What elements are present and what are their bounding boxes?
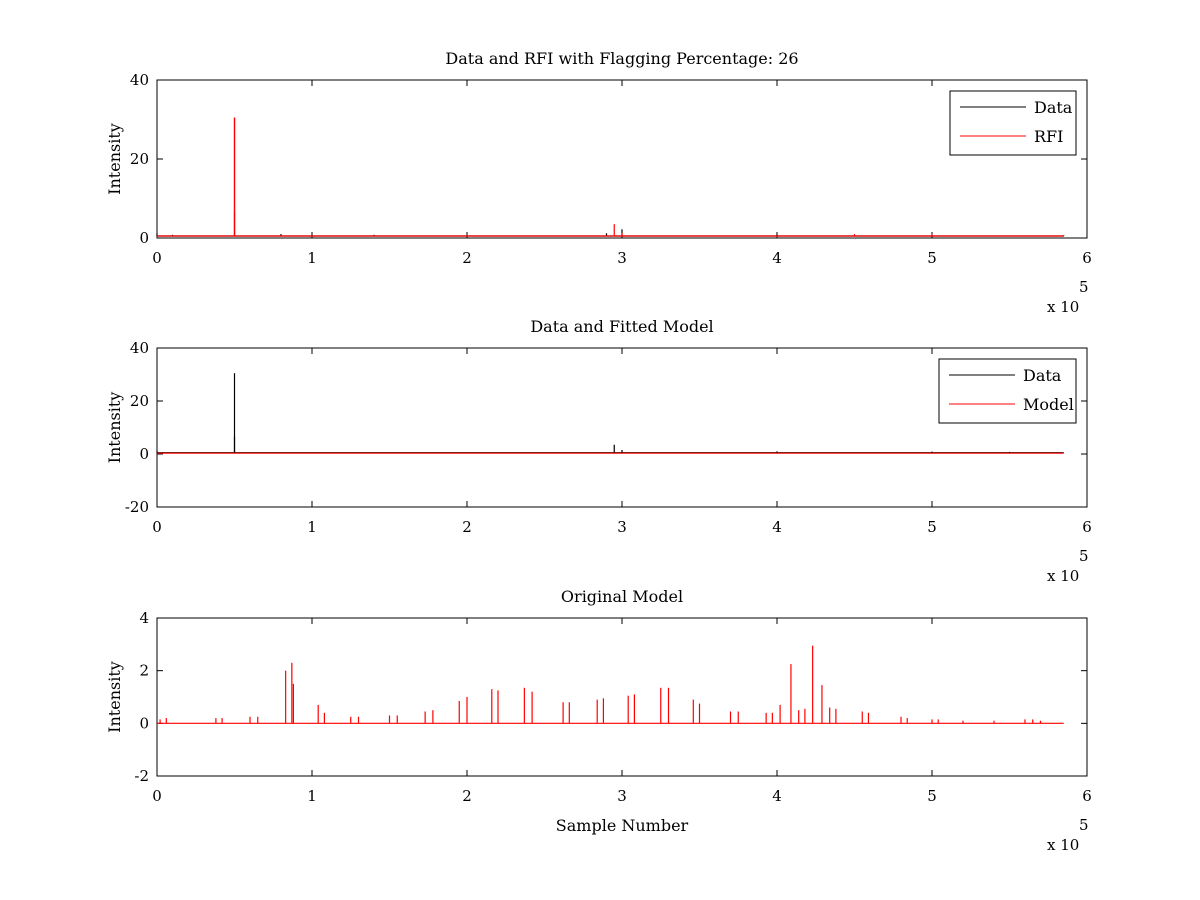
y-tick-label: -20 — [125, 498, 149, 516]
x-tick-label: 3 — [617, 249, 627, 267]
legend: Data RFI — [949, 90, 1077, 156]
y-tick-label: 2 — [139, 662, 149, 680]
series-model — [157, 645, 1064, 724]
series-rfi — [157, 117, 1064, 237]
legend-entry: Data — [1034, 98, 1073, 117]
x-tick-label: 1 — [307, 518, 317, 536]
x-tick-label: 1 — [307, 787, 317, 805]
y-axis-label: Intensity — [105, 123, 124, 195]
x-multiplier: x 10 — [1047, 298, 1079, 316]
chart-3: Original Model Intensity Sample Number 0 1 2 3… — [105, 587, 1092, 854]
legend-box — [938, 358, 1077, 424]
legend-entry: Model — [1023, 395, 1074, 414]
y-tick-label: 0 — [139, 229, 149, 247]
plot-area — [156, 79, 1088, 239]
x-tick-label: 0 — [152, 249, 162, 267]
chart-title: Data and RFI with Flagging Percentage: 2… — [445, 49, 798, 68]
x-tick-label: 2 — [462, 787, 472, 805]
x-tick-label: 2 — [462, 249, 472, 267]
x-multiplier-exponent: 5 — [1079, 547, 1089, 565]
y-tick-label: 0 — [139, 714, 149, 732]
x-tick-label: 5 — [927, 249, 937, 267]
x-multiplier: x 10 — [1047, 836, 1079, 854]
y-tick-label: 40 — [130, 71, 149, 89]
x-tick-label: 5 — [927, 787, 937, 805]
x-multiplier: x 10 — [1047, 567, 1079, 585]
x-multiplier-exponent: 5 — [1079, 278, 1089, 296]
y-tick-label: 0 — [139, 445, 149, 463]
chart-2: Data and Fitted Model Intensity 0 1 2 3 4 5 6 -20… — [105, 317, 1092, 585]
chart-1: Data and RFI with Flagging Percentage: 2… — [105, 49, 1092, 316]
x-tick-label: 6 — [1082, 787, 1092, 805]
y-tick-label: -2 — [134, 767, 149, 785]
x-axis-label: Sample Number — [556, 816, 689, 835]
x-tick-label: 5 — [927, 518, 937, 536]
x-multiplier-exponent: 5 — [1079, 816, 1089, 834]
y-axis-label: Intensity — [105, 661, 124, 733]
legend: Data Model — [938, 358, 1077, 424]
legend-box — [949, 90, 1077, 156]
y-tick-label: 4 — [139, 609, 149, 627]
x-tick-label: 4 — [772, 787, 782, 805]
y-tick-label: 40 — [130, 339, 149, 357]
y-tick-label: 20 — [130, 150, 149, 168]
x-tick-label: 2 — [462, 518, 472, 536]
plot-area — [156, 617, 1088, 777]
x-tick-label: 3 — [617, 787, 627, 805]
x-tick-label: 4 — [772, 518, 782, 536]
chart-title: Original Model — [561, 587, 683, 606]
x-tick-label: 1 — [307, 249, 317, 267]
x-tick-label: 6 — [1082, 518, 1092, 536]
x-tick-label: 0 — [152, 518, 162, 536]
x-tick-label: 6 — [1082, 249, 1092, 267]
y-tick-label: 20 — [130, 392, 149, 410]
legend-entry: Data — [1023, 366, 1062, 385]
x-tick-label: 0 — [152, 787, 162, 805]
y-axis-label: Intensity — [105, 392, 124, 464]
x-tick-label: 3 — [617, 518, 627, 536]
x-tick-label: 4 — [772, 249, 782, 267]
legend-entry: RFI — [1034, 127, 1063, 146]
chart-title: Data and Fitted Model — [530, 317, 713, 336]
